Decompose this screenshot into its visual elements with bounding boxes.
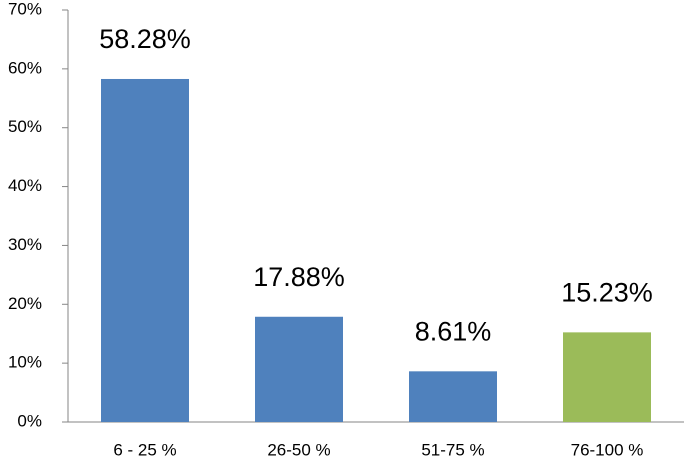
value-label: 8.61% [415, 316, 492, 346]
y-tick-label: 70% [8, 0, 42, 18]
bar [563, 332, 651, 422]
bar [409, 371, 497, 422]
value-label: 15.23% [561, 277, 653, 307]
y-tick-label: 20% [8, 294, 42, 313]
y-tick-label: 50% [8, 117, 42, 136]
x-tick-label: 6 - 25 % [113, 440, 176, 459]
y-tick-label: 40% [8, 176, 42, 195]
value-label: 58.28% [99, 24, 191, 54]
x-tick-label: 51-75 % [421, 440, 484, 459]
bar [101, 78, 189, 423]
y-tick-label: 0% [17, 411, 42, 430]
value-label: 17.88% [253, 262, 345, 292]
bar [255, 316, 343, 422]
y-tick-label: 60% [8, 58, 42, 77]
y-tick-label: 10% [8, 353, 42, 372]
x-tick-label: 76-100 % [571, 440, 644, 459]
x-tick-label: 26-50 % [267, 440, 330, 459]
y-tick-label: 30% [8, 235, 42, 254]
